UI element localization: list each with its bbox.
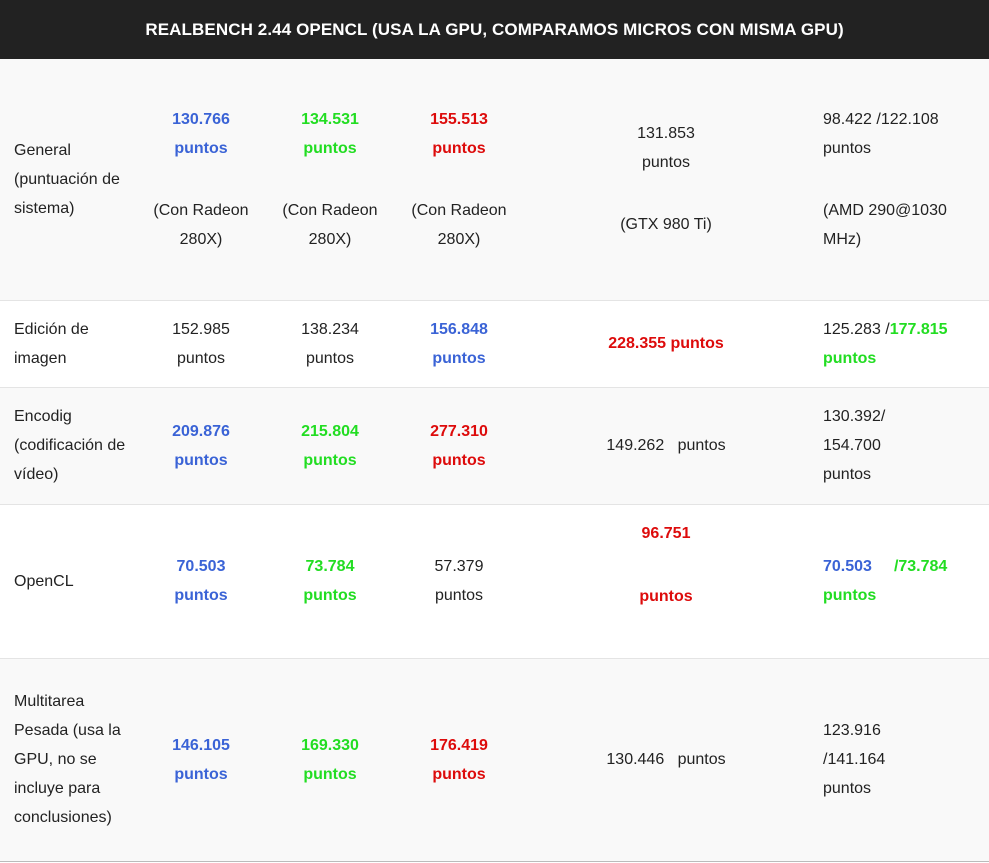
score-unit: puntos — [434, 587, 484, 604]
score-value: 146.105 — [172, 736, 230, 754]
cell-encodig-c2: 215.804 puntos — [265, 387, 395, 505]
score-value: 130.392/ 154.700 puntos — [823, 408, 886, 483]
cell-opencl-c3: 57.379 puntos — [395, 504, 523, 659]
cell-general-c3: 155.513 puntos (Con Radeon 280X) — [395, 59, 523, 301]
score-value: 155.513 — [430, 110, 488, 128]
score-value: 228.355 puntos — [608, 335, 724, 352]
score-value: 134.531 — [301, 110, 359, 128]
score-unit: puntos — [639, 587, 693, 605]
cell-opencl-c5: 70.503/73.784 puntos — [809, 504, 989, 659]
score-value: 149.262 puntos — [606, 437, 726, 454]
score-value-highlight: /73.784 — [893, 558, 948, 575]
score-value: 123.916 /141.164 puntos — [823, 722, 886, 797]
score-unit: puntos — [432, 139, 486, 157]
score-value: 70.503 — [823, 558, 872, 575]
cell-multitarea-c2: 169.330 puntos — [265, 658, 395, 862]
cell-multitarea-c4: 130.446 puntos — [523, 658, 809, 862]
row-label-edicion: Edición de imagen — [0, 300, 137, 388]
score-value: 96.751 — [641, 524, 691, 542]
table-row-multitarea: Multitarea Pesada (usa la GPU, no se inc… — [0, 658, 989, 862]
score-unit: puntos — [823, 349, 877, 367]
row-label-general: General (puntuación de sistema) — [0, 59, 137, 301]
score-unit: puntos — [174, 451, 228, 469]
score-value: 138.234 — [301, 320, 359, 338]
score-value: 215.804 — [301, 422, 359, 440]
row-label-text: Multitarea Pesada (usa la GPU, no se inc… — [14, 693, 121, 826]
table-row-encodig: Encodig (codificación de vídeo) 209.876 … — [0, 387, 989, 505]
score-value: 98.422 /122.108 puntos — [823, 110, 939, 157]
cell-edicion-c5: 125.283 /177.815 puntos — [809, 300, 989, 388]
score-value: 209.876 — [172, 422, 230, 440]
table-header-row: REALBENCH 2.44 OPENCL (USA LA GPU, COMPA… — [0, 0, 989, 59]
cell-edicion-c3: 156.848 puntos — [395, 300, 523, 388]
row-label-text: General (puntuación de sistema) — [14, 141, 120, 217]
cell-edicion-c4: 228.355 puntos — [523, 300, 809, 388]
score-unit: puntos — [432, 765, 486, 783]
score-value: 169.330 — [301, 736, 359, 754]
gpu-note: (AMD 290@1030 MHz) — [823, 201, 947, 248]
score-unit: puntos — [432, 349, 486, 367]
gpu-note: (Con Radeon 280X) — [282, 201, 378, 248]
score-value: 130.446 puntos — [606, 751, 726, 768]
score-value: 131.853 — [637, 125, 695, 143]
cell-general-c1: 130.766 puntos (Con Radeon 280X) — [137, 59, 265, 301]
row-label-multitarea: Multitarea Pesada (usa la GPU, no se inc… — [0, 658, 137, 862]
score-unit: puntos — [823, 587, 877, 604]
cell-encodig-c4: 149.262 puntos — [523, 387, 809, 505]
cell-general-c4: 131.853 puntos (GTX 980 Ti) — [523, 59, 809, 301]
score-unit: puntos — [174, 765, 228, 783]
score-value: 130.766 — [172, 110, 230, 128]
cell-edicion-c2: 138.234 puntos — [265, 300, 395, 388]
cell-general-c5: 98.422 /122.108 puntos (AMD 290@1030 MHz… — [809, 59, 989, 301]
row-label-text: Encodig (codificación de vídeo) — [14, 408, 126, 483]
score-value: 73.784 — [305, 558, 355, 575]
score-value: 156.848 — [430, 320, 488, 338]
score-value: 277.310 — [430, 422, 488, 440]
cell-encodig-c1: 209.876 puntos — [137, 387, 265, 505]
row-label-text: Edición de imagen — [14, 320, 89, 367]
gpu-note: (Con Radeon 280X) — [153, 201, 249, 248]
cell-encodig-c5: 130.392/ 154.700 puntos — [809, 387, 989, 505]
score-unit: puntos — [305, 349, 355, 367]
score-unit: puntos — [174, 587, 228, 604]
score-value-highlight: 177.815 — [889, 320, 948, 338]
score-unit: puntos — [303, 765, 357, 783]
table-row-general: General (puntuación de sistema) 130.766 … — [0, 59, 989, 301]
row-label-text: OpenCL — [14, 572, 74, 590]
score-value: 57.379 — [434, 558, 484, 575]
cell-edicion-c1: 152.985 puntos — [137, 300, 265, 388]
score-value: 70.503 — [176, 558, 226, 575]
score-unit: puntos — [174, 139, 228, 157]
cell-opencl-c1: 70.503 puntos — [137, 504, 265, 659]
table-row-opencl: OpenCL 70.503 puntos 73.784 puntos 57.37… — [0, 504, 989, 659]
score-unit: puntos — [303, 587, 357, 604]
cell-general-c2: 134.531 puntos (Con Radeon 280X) — [265, 59, 395, 301]
table-title: REALBENCH 2.44 OPENCL (USA LA GPU, COMPA… — [0, 0, 989, 59]
score-unit: puntos — [303, 451, 357, 469]
score-unit: puntos — [641, 154, 691, 172]
cell-encodig-c3: 277.310 puntos — [395, 387, 523, 505]
score-unit: puntos — [432, 451, 486, 469]
cell-multitarea-c3: 176.419 puntos — [395, 658, 523, 862]
cell-multitarea-c1: 146.105 puntos — [137, 658, 265, 862]
gpu-note: (Con Radeon 280X) — [411, 201, 507, 248]
score-value: 176.419 — [430, 736, 488, 754]
row-label-encodig: Encodig (codificación de vídeo) — [0, 387, 137, 505]
table-row-edicion: Edición de imagen 152.985 puntos 138.234… — [0, 300, 989, 388]
score-value: 152.985 — [172, 320, 230, 338]
cell-opencl-c2: 73.784 puntos — [265, 504, 395, 659]
score-unit: puntos — [303, 139, 357, 157]
cell-opencl-c4: 96.751 puntos — [523, 504, 809, 659]
row-label-opencl: OpenCL — [0, 504, 137, 659]
score-unit: puntos — [176, 349, 226, 367]
cell-multitarea-c5: 123.916 /141.164 puntos — [809, 658, 989, 862]
gpu-note: (GTX 980 Ti) — [620, 216, 712, 234]
score-value: 125.283 / — [823, 320, 890, 338]
